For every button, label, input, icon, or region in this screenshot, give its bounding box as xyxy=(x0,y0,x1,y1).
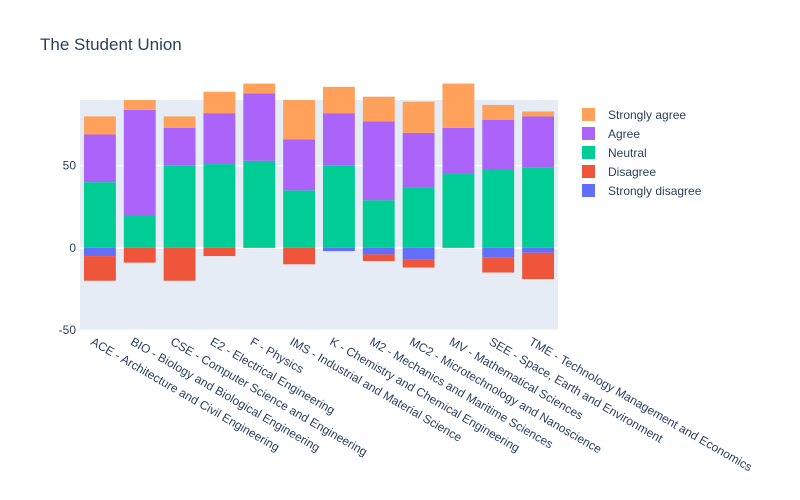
bar-agree[interactable] xyxy=(362,121,395,201)
bar-disagree[interactable] xyxy=(163,247,196,281)
bar-strongly-agree[interactable] xyxy=(482,104,515,120)
bar-agree[interactable] xyxy=(283,139,316,191)
bar-strongly-disagree[interactable] xyxy=(83,247,116,257)
bar-disagree[interactable] xyxy=(123,247,156,263)
bar-agree[interactable] xyxy=(243,93,276,161)
bar-neutral[interactable] xyxy=(522,167,555,248)
bar-disagree[interactable] xyxy=(522,252,555,280)
legend-label: Disagree xyxy=(608,165,656,179)
bar-disagree[interactable] xyxy=(402,259,435,268)
bars xyxy=(83,83,555,281)
legend-swatch xyxy=(582,184,595,197)
bar-disagree[interactable] xyxy=(203,247,236,257)
bar-agree[interactable] xyxy=(522,116,555,168)
bar-strongly-disagree[interactable] xyxy=(322,247,355,252)
bar-neutral[interactable] xyxy=(123,215,156,248)
bar-strongly-agree[interactable] xyxy=(362,96,395,122)
bar-strongly-agree[interactable] xyxy=(442,83,475,128)
legend-item[interactable]: Neutral xyxy=(582,146,647,160)
bar-agree[interactable] xyxy=(203,113,236,165)
bar-neutral[interactable] xyxy=(362,200,395,248)
grid xyxy=(80,165,558,331)
bar-strongly-agree[interactable] xyxy=(123,100,156,110)
legend-label: Agree xyxy=(608,127,640,141)
legend-label: Strongly agree xyxy=(608,108,686,122)
bar-neutral[interactable] xyxy=(163,165,196,248)
legend-item[interactable]: Disagree xyxy=(582,165,656,179)
bar-agree[interactable] xyxy=(163,127,196,166)
bar-neutral[interactable] xyxy=(203,164,236,248)
bar-strongly-agree[interactable] xyxy=(83,116,116,135)
bar-strongly-disagree[interactable] xyxy=(402,247,435,260)
x-axis-ticks: ACE - Architecture and Civil Engineering… xyxy=(88,334,754,474)
bar-agree[interactable] xyxy=(83,134,116,183)
legend-item[interactable]: Agree xyxy=(582,127,640,141)
plot-area xyxy=(80,100,558,330)
bar-neutral[interactable] xyxy=(283,190,316,248)
bar-neutral[interactable] xyxy=(322,165,355,248)
bar-strongly-disagree[interactable] xyxy=(482,247,515,258)
legend-swatch xyxy=(582,127,595,140)
chart-title: The Student Union xyxy=(40,35,182,54)
bar-strongly-agree[interactable] xyxy=(322,86,355,114)
bar-neutral[interactable] xyxy=(402,187,435,248)
bar-disagree[interactable] xyxy=(83,256,116,281)
bar-neutral[interactable] xyxy=(83,182,116,248)
bar-neutral[interactable] xyxy=(243,160,276,248)
bar-disagree[interactable] xyxy=(362,254,395,261)
bar-strongly-agree[interactable] xyxy=(163,116,196,128)
bar-strongly-agree[interactable] xyxy=(402,101,435,133)
bar-disagree[interactable] xyxy=(482,257,515,273)
bar-disagree[interactable] xyxy=(283,247,316,265)
legend[interactable]: Strongly agree Agree Neutral Disagree Strong… xyxy=(582,108,702,198)
legend-label: Neutral xyxy=(608,146,647,160)
bar-agree[interactable] xyxy=(123,109,156,215)
bar-strongly-agree[interactable] xyxy=(243,83,276,94)
bar-agree[interactable] xyxy=(442,127,475,174)
bar-strongly-agree[interactable] xyxy=(283,100,316,140)
bar-strongly-agree[interactable] xyxy=(203,91,236,114)
y-axis-ticks: -50 0 50 xyxy=(59,159,77,337)
legend-swatch xyxy=(582,108,595,121)
y-tick-label: 50 xyxy=(63,159,77,173)
bar-strongly-disagree[interactable] xyxy=(362,247,395,255)
y-tick-label: 0 xyxy=(69,241,76,255)
bar-agree[interactable] xyxy=(322,113,355,166)
bar-neutral[interactable] xyxy=(482,169,515,248)
bar-agree[interactable] xyxy=(402,132,435,188)
bar-agree[interactable] xyxy=(482,119,515,169)
legend-swatch xyxy=(582,146,595,159)
legend-label: Strongly disagree xyxy=(608,184,702,198)
bar-neutral[interactable] xyxy=(442,173,475,248)
bar-strongly-disagree[interactable] xyxy=(522,247,555,253)
legend-swatch xyxy=(582,165,595,178)
legend-item[interactable]: Strongly agree xyxy=(582,108,686,122)
bar-strongly-agree[interactable] xyxy=(522,111,555,117)
y-tick-label: -50 xyxy=(59,323,77,337)
legend-item[interactable]: Strongly disagree xyxy=(582,184,702,198)
